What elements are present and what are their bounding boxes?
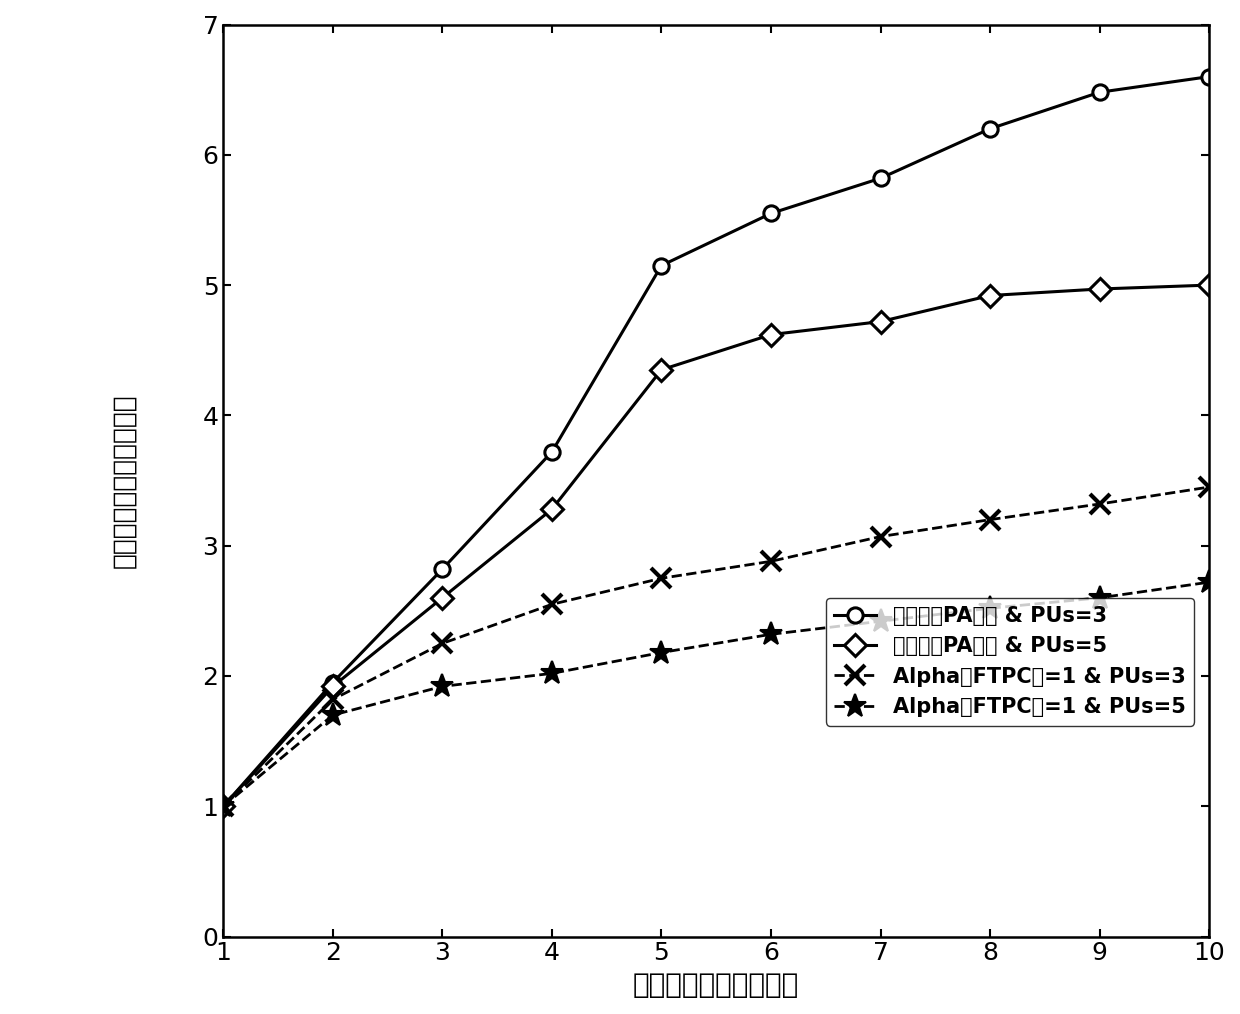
本发明的PA方法 & PUs=5 (544, 503, 559, 515)
Line: Alpha（FTPC）=1 & PUs=3: Alpha（FTPC）=1 & PUs=3 (213, 478, 1219, 816)
本发明的PA方法 & PUs=5 (1202, 279, 1216, 291)
Alpha（FTPC）=1 & PUs=5 (1092, 592, 1107, 604)
Alpha（FTPC）=1 & PUs=5 (873, 615, 888, 628)
本发明的PA方法 & PUs=3 (982, 123, 997, 135)
Legend: 本发明的PA方法 & PUs=3, 本发明的PA方法 & PUs=5, Alpha（FTPC）=1 & PUs=3, Alpha（FTPC）=1 & PUs=5: 本发明的PA方法 & PUs=3, 本发明的PA方法 & PUs=5, Alph… (826, 597, 1194, 725)
本发明的PA方法 & PUs=3 (764, 207, 779, 219)
Line: 本发明的PA方法 & PUs=3: 本发明的PA方法 & PUs=3 (216, 69, 1216, 814)
本发明的PA方法 & PUs=3 (873, 172, 888, 185)
Alpha（FTPC）=1 & PUs=3 (982, 513, 997, 525)
本发明的PA方法 & PUs=5 (216, 800, 231, 812)
本发明的PA方法 & PUs=5 (982, 289, 997, 301)
X-axis label: 请求接入的从用户数量: 请求接入的从用户数量 (634, 971, 800, 999)
Alpha（FTPC）=1 & PUs=3 (325, 694, 340, 706)
Alpha（FTPC）=1 & PUs=3 (216, 800, 231, 812)
Alpha（FTPC）=1 & PUs=3 (544, 598, 559, 610)
Alpha（FTPC）=1 & PUs=5 (1202, 576, 1216, 588)
本发明的PA方法 & PUs=5 (873, 315, 888, 328)
Line: 本发明的PA方法 & PUs=5: 本发明的PA方法 & PUs=5 (216, 278, 1216, 814)
Alpha（FTPC）=1 & PUs=5 (325, 709, 340, 721)
Alpha（FTPC）=1 & PUs=5 (982, 602, 997, 614)
本发明的PA方法 & PUs=5 (325, 680, 340, 693)
Alpha（FTPC）=1 & PUs=5 (544, 667, 559, 679)
Alpha（FTPC）=1 & PUs=3 (764, 556, 779, 568)
本发明的PA方法 & PUs=5 (764, 329, 779, 341)
Alpha（FTPC）=1 & PUs=3 (653, 572, 668, 584)
Alpha（FTPC）=1 & PUs=3 (435, 638, 450, 650)
本发明的PA方法 & PUs=5 (1092, 283, 1107, 295)
Alpha（FTPC）=1 & PUs=5 (435, 680, 450, 693)
本发明的PA方法 & PUs=5 (435, 592, 450, 604)
本发明的PA方法 & PUs=5 (653, 364, 668, 376)
本发明的PA方法 & PUs=3 (435, 563, 450, 575)
本发明的PA方法 & PUs=3 (1202, 71, 1216, 83)
Alpha（FTPC）=1 & PUs=5 (216, 800, 231, 812)
Alpha（FTPC）=1 & PUs=3 (1202, 481, 1216, 493)
Line: Alpha（FTPC）=1 & PUs=5: Alpha（FTPC）=1 & PUs=5 (212, 570, 1221, 818)
本发明的PA方法 & PUs=3 (1092, 86, 1107, 98)
Alpha（FTPC）=1 & PUs=5 (653, 647, 668, 659)
Alpha（FTPC）=1 & PUs=3 (1092, 498, 1107, 510)
本发明的PA方法 & PUs=3 (216, 800, 231, 812)
本发明的PA方法 & PUs=3 (653, 260, 668, 272)
Alpha（FTPC）=1 & PUs=3 (873, 530, 888, 542)
Alpha（FTPC）=1 & PUs=5 (764, 629, 779, 641)
Text: 接入系统中的从用户数量: 接入系统中的从用户数量 (112, 393, 138, 568)
本发明的PA方法 & PUs=3 (325, 676, 340, 689)
本发明的PA方法 & PUs=3 (544, 446, 559, 458)
